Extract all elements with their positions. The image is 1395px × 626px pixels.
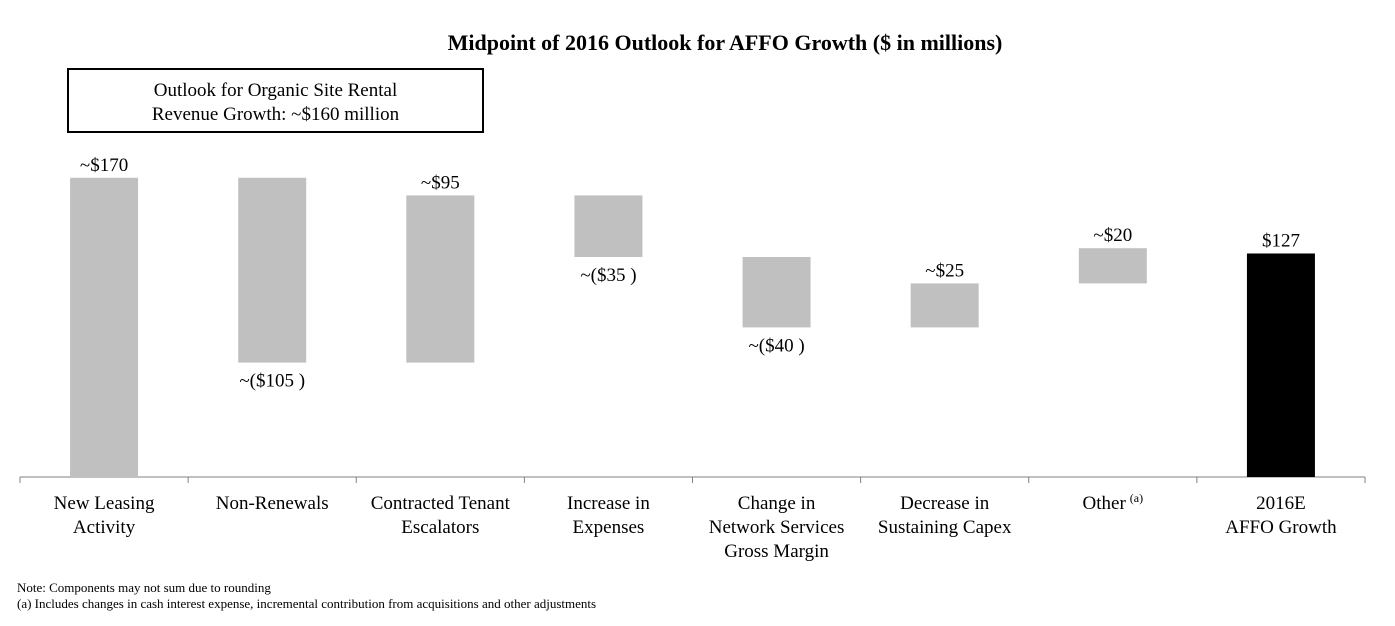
bar-0 xyxy=(70,177,139,478)
category-label-0: Activity xyxy=(73,517,136,538)
category-footnote-marker: (a) xyxy=(1130,491,1143,505)
data-label-4: ~($40 ) xyxy=(748,335,804,356)
chart-title: Midpoint of 2016 Outlook for AFFO Growth… xyxy=(447,30,1003,55)
category-label-3: Increase in xyxy=(567,493,650,514)
data-label-2: ~$95 xyxy=(421,172,460,193)
category-label-7: AFFO Growth xyxy=(1225,517,1337,538)
bar-4 xyxy=(742,257,811,328)
data-label-0: ~$170 xyxy=(80,155,128,176)
callout-line-1: Outlook for Organic Site Rental xyxy=(153,80,398,101)
category-label-4: Gross Margin xyxy=(724,541,829,562)
category-label-4: Network Services xyxy=(709,517,845,538)
bar-7 xyxy=(1246,253,1315,477)
category-label-3: Expenses xyxy=(573,517,645,538)
category-label-0: New Leasing xyxy=(54,493,155,514)
bar-6 xyxy=(1078,248,1147,284)
bar-3 xyxy=(574,195,643,257)
category-label-1: Non-Renewals xyxy=(216,493,329,514)
callout-line-2: Revenue Growth: ~$160 million xyxy=(151,104,400,125)
data-label-1: ~($105 ) xyxy=(239,371,305,392)
bar-5 xyxy=(910,283,979,328)
footnote-a: (a) Includes changes in cash interest ex… xyxy=(17,596,597,611)
footnotes: Note: Components may not sum due to roun… xyxy=(17,580,596,612)
waterfall-chart: ~$170 New Leasing Activity ~($105 ) Non-Rene… xyxy=(19,155,1366,562)
category-label-5: Sustaining Capex xyxy=(878,517,1012,538)
category-label-5: Decrease in xyxy=(900,493,990,514)
data-label-7: $127 xyxy=(1262,230,1300,251)
footnote-rounding: Note: Components may not sum due to roun… xyxy=(17,580,271,595)
bar-1 xyxy=(238,177,307,363)
data-label-5: ~$25 xyxy=(925,260,964,281)
category-label-4: Change in xyxy=(738,493,816,514)
category-label-7: 2016E xyxy=(1256,493,1306,514)
outlook-callout-box: Outlook for Organic Site Rental Revenue … xyxy=(67,68,484,133)
data-label-3: ~($35 ) xyxy=(580,265,636,286)
category-label-6: Other (a) xyxy=(1083,491,1144,514)
bar-2 xyxy=(406,195,475,363)
data-label-6: ~$20 xyxy=(1093,225,1132,246)
category-label-2: Contracted Tenant xyxy=(371,493,511,514)
category-label-2: Escalators xyxy=(401,517,479,538)
